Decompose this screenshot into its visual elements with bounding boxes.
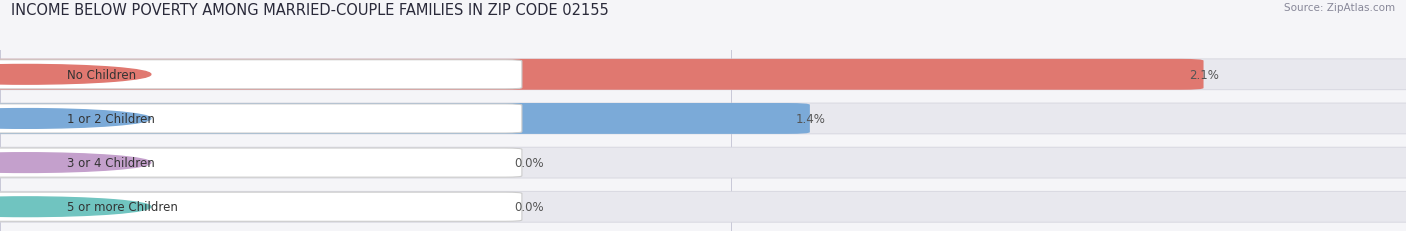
FancyBboxPatch shape (0, 103, 810, 134)
Text: 1.4%: 1.4% (796, 112, 825, 125)
FancyBboxPatch shape (0, 192, 522, 221)
Text: 5 or more Children: 5 or more Children (67, 200, 179, 213)
FancyBboxPatch shape (0, 60, 1406, 90)
Text: 0.0%: 0.0% (515, 200, 544, 213)
Circle shape (0, 153, 150, 173)
Text: 2.1%: 2.1% (1189, 69, 1219, 82)
Circle shape (0, 65, 150, 85)
FancyBboxPatch shape (0, 104, 522, 134)
Text: 0.0%: 0.0% (515, 156, 544, 169)
FancyBboxPatch shape (0, 60, 1204, 90)
Text: No Children: No Children (67, 69, 136, 82)
Text: Source: ZipAtlas.com: Source: ZipAtlas.com (1284, 3, 1395, 13)
FancyBboxPatch shape (0, 61, 522, 89)
FancyBboxPatch shape (0, 103, 1406, 134)
Circle shape (0, 109, 150, 129)
FancyBboxPatch shape (0, 148, 1406, 178)
FancyBboxPatch shape (0, 191, 1406, 222)
Text: INCOME BELOW POVERTY AMONG MARRIED-COUPLE FAMILIES IN ZIP CODE 02155: INCOME BELOW POVERTY AMONG MARRIED-COUPL… (11, 3, 609, 18)
Circle shape (0, 197, 150, 217)
FancyBboxPatch shape (0, 148, 522, 177)
Text: 3 or 4 Children: 3 or 4 Children (67, 156, 155, 169)
Text: 1 or 2 Children: 1 or 2 Children (67, 112, 155, 125)
